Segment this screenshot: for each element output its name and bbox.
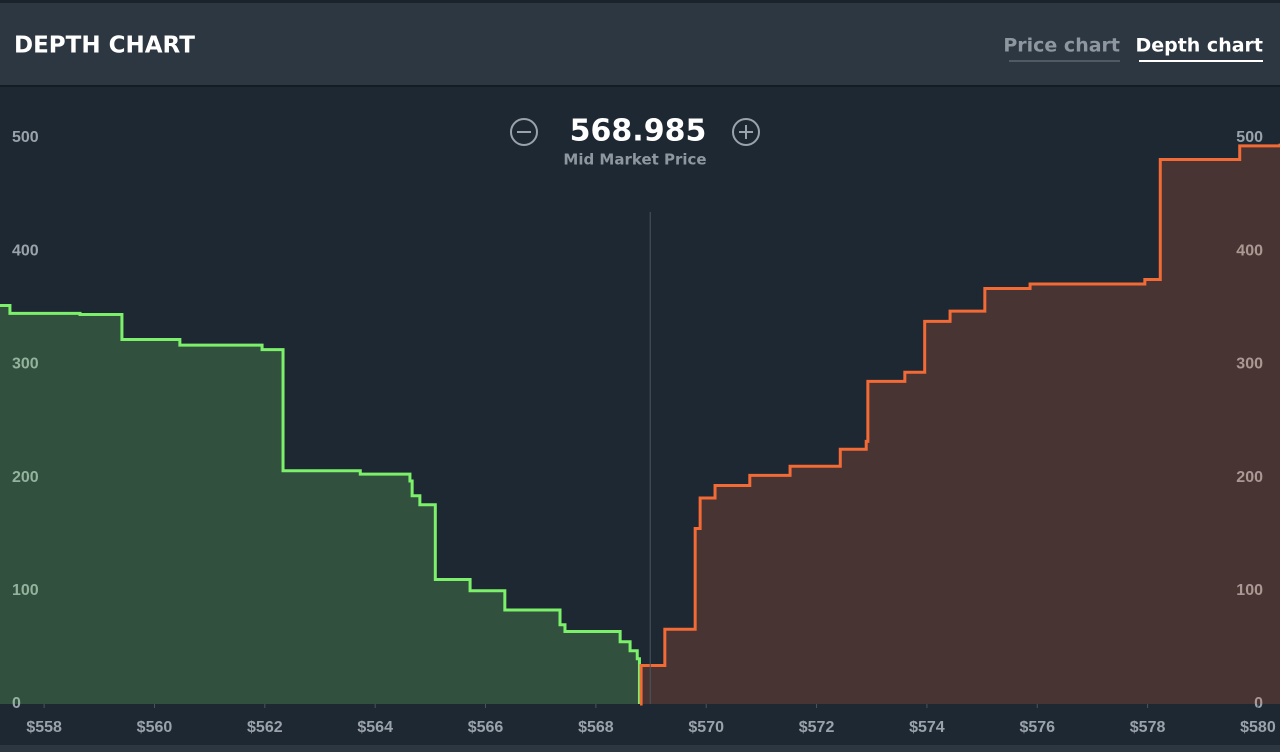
y-tick-label-right: 100 [1236, 582, 1263, 599]
plot: 0 0 100 100 200 200 300 300 400 400 500 500 $558 $560… [0, 129, 1280, 736]
top-border [0, 0, 1280, 3]
zoom-out[interactable] [510, 118, 538, 146]
x-tick-label: $566 [468, 719, 504, 736]
y-tick-label-left: 0 [12, 695, 21, 712]
mid-price-label: Mid Market Price [563, 151, 706, 169]
x-tick-label: $570 [688, 719, 724, 736]
bottom-bar [0, 745, 1280, 752]
y-tick-label-left: 400 [12, 242, 39, 259]
x-tick-label: $574 [909, 719, 945, 736]
x-tick-label: $562 [247, 719, 283, 736]
y-tick-label-left: 200 [12, 469, 39, 486]
depth-line [639, 143, 1280, 706]
zoom-in[interactable] [732, 118, 760, 146]
x-tick-label: $558 [26, 719, 62, 736]
x-tick-label: $578 [1130, 719, 1166, 736]
y-tick-label-right: 400 [1236, 242, 1263, 259]
y-tick-label-right: 500 [1236, 129, 1263, 146]
y-tick-label-left: 300 [12, 356, 39, 373]
x-tick-label: $568 [578, 719, 614, 736]
y-tick-label-left: 500 [12, 129, 39, 146]
tab-depth-chart[interactable]: Depth chart [1135, 35, 1263, 57]
mid-price: 568.985 [570, 114, 707, 149]
zoom-out-circle [510, 118, 538, 146]
x-tick-label: $580 [1240, 719, 1276, 736]
y-tick-label-right: 200 [1236, 469, 1263, 486]
tab-price-chart[interactable]: Price chart [1003, 35, 1120, 57]
y-tick-label-right: 0 [1254, 695, 1263, 712]
depth-area [640, 143, 1280, 705]
x-tick-label: $576 [1019, 719, 1055, 736]
y-tick-label-right: 300 [1236, 356, 1263, 373]
x-tick-label: $560 [137, 719, 173, 736]
zoom-in-circle [732, 118, 760, 146]
depth-line [0, 303, 641, 704]
depth-area [0, 305, 640, 704]
y-tick-label-left: 100 [12, 582, 39, 599]
page-title: DEPTH CHART [14, 33, 195, 59]
x-tick-label: $572 [799, 719, 835, 736]
x-tick-label: $564 [357, 719, 393, 736]
header-bar [0, 0, 1280, 86]
